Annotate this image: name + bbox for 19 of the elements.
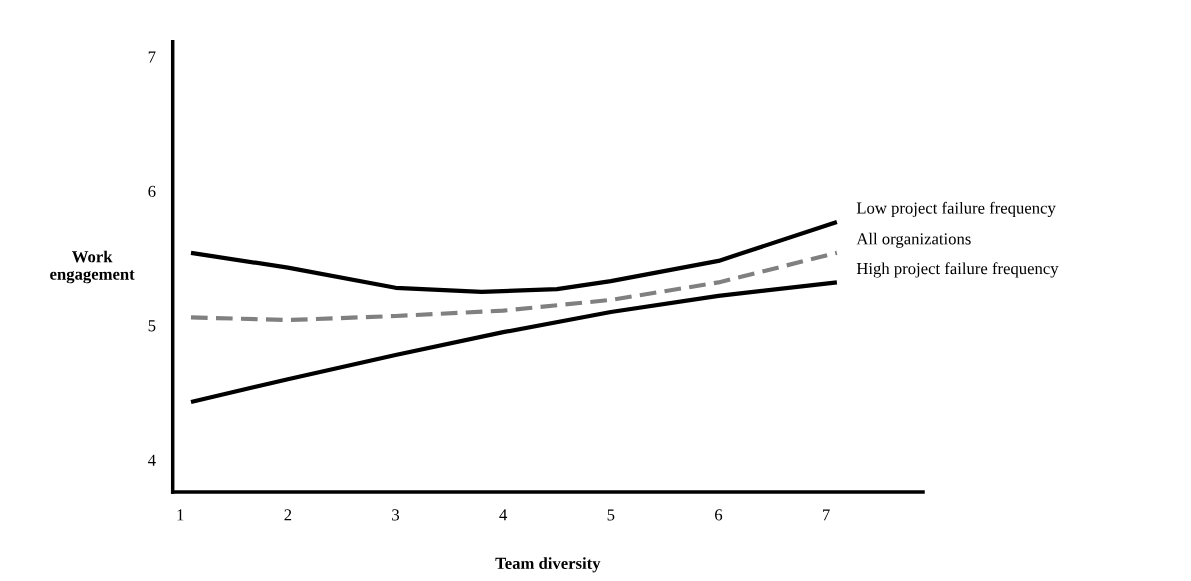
x-tick-label: 3 (392, 509, 400, 521)
line-series (188, 250, 839, 323)
series-label: All organizations (856, 232, 971, 248)
x-tick-label: 4 (499, 509, 508, 521)
y-tick-label: 5 (148, 320, 156, 332)
series-label: Low project failure frequency (856, 201, 1056, 218)
line-series (188, 219, 839, 294)
y-axis-title: Work engagement (50, 250, 135, 284)
y-tick-label: 6 (148, 185, 156, 197)
x-tick-label: 2 (284, 509, 292, 521)
line-series (188, 280, 839, 405)
x-tick-label: 6 (715, 509, 723, 521)
x-tick-label: 5 (607, 509, 615, 521)
y-tick-label: 7 (148, 51, 156, 63)
x-tick-label: 7 (823, 509, 830, 521)
x-axis-title: Team diversity (495, 557, 601, 573)
x-tick-label: 1 (177, 509, 184, 521)
y-tick-label: 4 (148, 454, 156, 466)
series-label: High project failure frequency (856, 262, 1059, 278)
